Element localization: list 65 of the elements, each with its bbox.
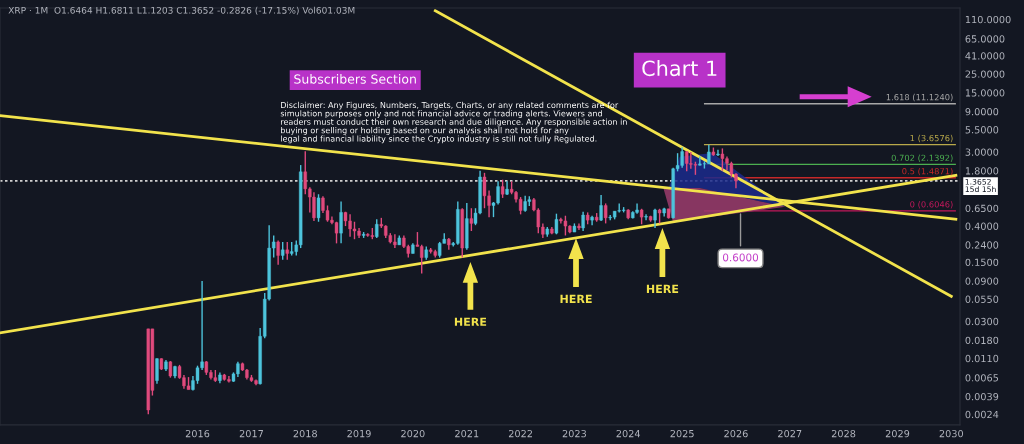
x-tick-label: 2022 xyxy=(508,429,533,438)
candlestick xyxy=(375,218,379,239)
x-tick-label: 2030 xyxy=(939,429,964,438)
x-tick-label: 2019 xyxy=(347,429,371,438)
y-tick-label: 0.0180 xyxy=(965,336,999,345)
y-tick-label: 41.0000 xyxy=(965,52,1005,60)
annotation: HERE xyxy=(454,317,487,326)
annotation: 0.6000 xyxy=(722,253,759,262)
y-tick-label: 0.0900 xyxy=(965,277,999,285)
y-tick-label: 110.0000 xyxy=(965,15,1011,24)
candlestick xyxy=(312,191,316,222)
x-tick-label: 2021 xyxy=(455,429,479,438)
y-tick-label: 0.2400 xyxy=(965,241,999,249)
x-tick-label: 2023 xyxy=(562,429,586,438)
ref-line-label: 0.5 (1.4871) xyxy=(902,167,953,176)
annotation: HERE xyxy=(560,294,592,303)
ref-line-label: 0 (0.6046) xyxy=(910,201,953,209)
candlestick xyxy=(599,194,603,222)
candlestick xyxy=(276,239,280,266)
x-tick-label: 2027 xyxy=(778,429,802,438)
chart-subtitle: XRP · 1M O1.6464 H1.6811 L1.1203 C1.3652 -0.2826 (-17.15%) Vol601.03M xyxy=(8,6,355,15)
candlestick xyxy=(339,200,343,245)
candlestick xyxy=(720,147,725,172)
ref-line-label: 1 (3.6576) xyxy=(910,134,953,143)
y-tick-label: 5.5000 xyxy=(965,126,999,134)
candlestick xyxy=(581,211,585,232)
x-tick-label: 2029 xyxy=(885,429,910,438)
ref-line-label: 1.618 (11.1240) xyxy=(886,93,953,102)
y-tick-label: 0.0110 xyxy=(965,354,999,363)
candlestick xyxy=(603,202,608,225)
candlestick xyxy=(685,150,689,173)
x-tick-label: 2016 xyxy=(185,429,210,438)
x-tick-label: 2025 xyxy=(670,429,694,438)
candlestick xyxy=(635,202,639,215)
x-tick-label: 2024 xyxy=(616,429,641,438)
x-tick-label: 2028 xyxy=(831,429,856,438)
y-tick-label: 0.0300 xyxy=(965,317,999,326)
annotation: Subscribers Section xyxy=(294,74,416,84)
candlestick xyxy=(563,215,568,237)
y-tick-label: 0.6500 xyxy=(965,204,999,213)
candlestick xyxy=(500,179,505,199)
annotation: Disclaimer: Any Figures, Numbers, Targets, Charts, or any related comments are for simulation purposes only and not financial advice or trading alerts. Viewers and readers must conduct their own research and due diligence. Any responsible action in buying or selling or holding based on our analysis shall not hold for any legal and financial liability since the Crypto industry is still not fully Regulated. xyxy=(280,101,627,144)
x-tick-label: 2020 xyxy=(401,429,425,438)
x-tick-label: 2026 xyxy=(724,429,748,438)
y-tick-label: 65.0000 xyxy=(965,35,1005,43)
annotation: HERE xyxy=(646,284,679,293)
y-tick-label: 0.0024 xyxy=(965,410,999,419)
candlestick xyxy=(469,207,474,232)
text: Chart 1 xyxy=(642,60,717,77)
y-tick-label: 0.1500 xyxy=(965,258,999,266)
y-tick-label: 0.4000 xyxy=(965,222,999,230)
candlestick xyxy=(316,193,321,223)
y-tick-label: 25.0000 xyxy=(965,70,1005,78)
y-tick-label: 0.0065 xyxy=(965,374,999,382)
x-tick-label: 2017 xyxy=(239,429,263,438)
x-tick-label: 2018 xyxy=(293,429,317,438)
y-tick-label: 0.0039 xyxy=(965,392,999,401)
y-tick-label: 0.0550 xyxy=(965,295,999,303)
y-tick-label: 15.0000 xyxy=(965,89,1005,97)
y-tick-label: 1.8000 xyxy=(965,167,999,175)
candlestick xyxy=(155,357,159,385)
candlestick xyxy=(644,213,648,221)
y-tick-label: 3.0000 xyxy=(965,148,999,156)
ref-line-label: 0.702 (2.1392) xyxy=(891,154,953,162)
y-tick-label: 9.0000 xyxy=(965,107,999,116)
